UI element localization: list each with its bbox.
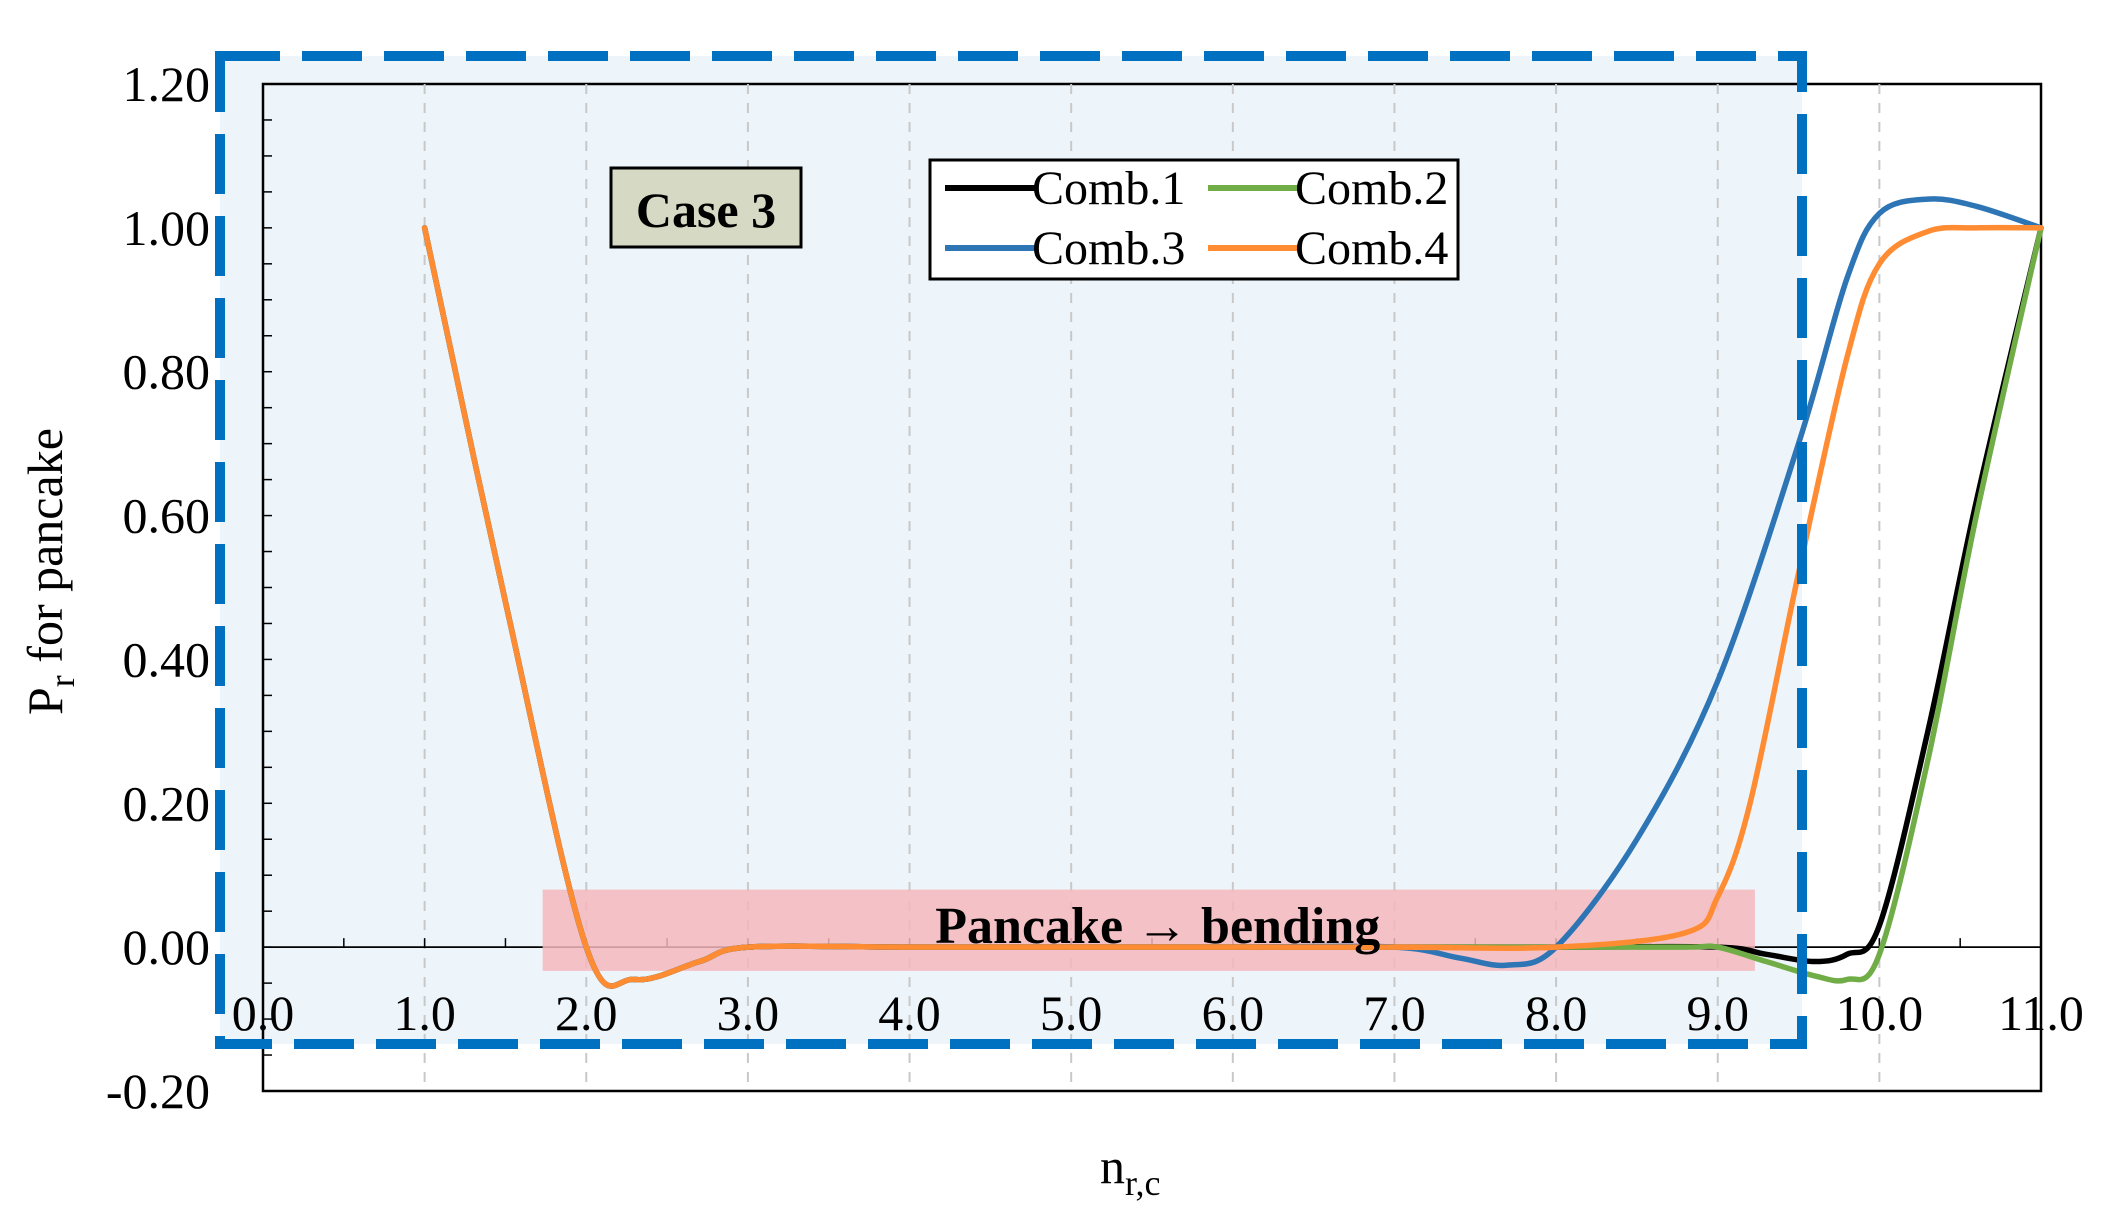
- pancake-bending-band: [542, 889, 1755, 971]
- x-tick-label: 10.0: [1836, 985, 1924, 1041]
- legend-label: Comb.1: [1032, 162, 1185, 215]
- y-axis-title-main: P: [17, 687, 73, 715]
- band-label: Pancake → bending: [935, 898, 1380, 955]
- legend-box: [928, 158, 1460, 281]
- x-tick-label: 4.0: [878, 985, 941, 1041]
- legend-label: Comb.2: [1295, 162, 1448, 215]
- y-tick-label: 0.80: [123, 344, 211, 400]
- x-tick-label: 2.0: [555, 985, 618, 1041]
- series-layer: [421, 196, 2044, 989]
- case-label: Case 3: [636, 182, 776, 238]
- y-tick-label: 0.40: [123, 631, 211, 687]
- y-axis-title-rest: for pancake: [17, 428, 73, 675]
- y-axis-title-sub: r: [42, 675, 82, 687]
- x-axis-title-sub: r,c: [1125, 1163, 1161, 1203]
- legend-label: Comb.4: [1295, 222, 1448, 275]
- series-line-comb4: [421, 224, 2044, 989]
- y-tick-label: 0.60: [123, 488, 211, 544]
- x-axis-title-main: n: [1100, 1138, 1125, 1194]
- y-axis-title: Pr for pancake: [17, 428, 82, 715]
- x-tick-labels: 0.0 1.0 2.0 3.0 4.0 5.0 6.0 7.0 8.0 9.0 10.0 11.0: [232, 985, 2084, 1041]
- legend: Comb.1 Comb.2 Comb.3 Comb.4: [945, 162, 1448, 275]
- legend-label: Comb.3: [1032, 222, 1185, 275]
- x-tick-label: 9.0: [1686, 985, 1749, 1041]
- y-tick-label: 0.00: [123, 919, 211, 975]
- x-tick-label: 8.0: [1525, 985, 1588, 1041]
- highlight-region-border: [215, 51, 1807, 1049]
- x-axis-title: nr,c: [1100, 1138, 1161, 1203]
- case-label-box: [609, 166, 803, 249]
- y-tick-label: 1.20: [123, 56, 211, 112]
- x-tick-label: 1.0: [393, 985, 456, 1041]
- x-tick-label: 3.0: [717, 985, 780, 1041]
- y-tick-label: -0.20: [106, 1063, 210, 1119]
- x-tick-label: 7.0: [1363, 985, 1426, 1041]
- y-tick-labels: -0.20 0.00 0.20 0.40 0.60 0.80 1.00 1.20: [106, 56, 210, 1119]
- x-tick-label: 6.0: [1202, 985, 1265, 1041]
- y-tick-label: 1.00: [123, 200, 211, 256]
- x-tick-label: 0.0: [232, 985, 295, 1041]
- x-tick-label: 11.0: [1998, 985, 2084, 1041]
- x-tick-label: 5.0: [1040, 985, 1103, 1041]
- y-tick-label: 0.20: [123, 775, 211, 831]
